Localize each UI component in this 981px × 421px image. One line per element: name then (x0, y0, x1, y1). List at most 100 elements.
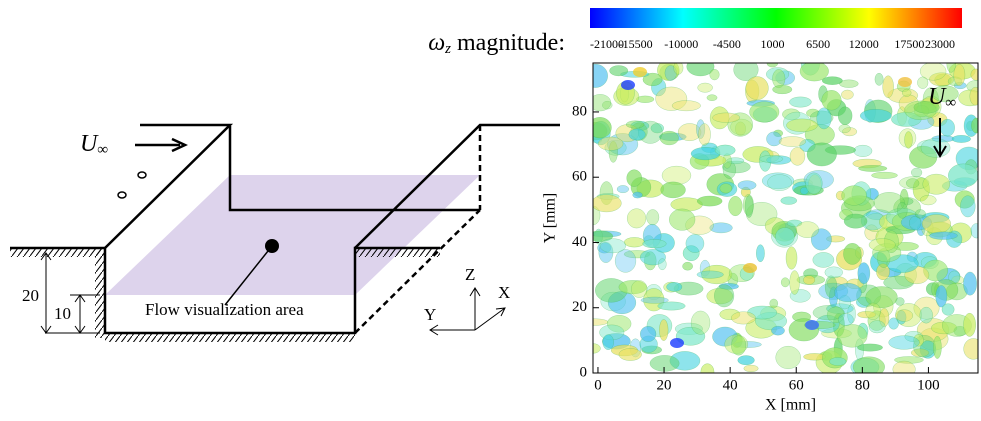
contour-blob (733, 63, 759, 81)
contour-blob (933, 335, 942, 359)
contour-blob (919, 195, 937, 206)
contour-blob (618, 348, 642, 361)
contour-blob (841, 89, 854, 100)
contour-blob (700, 363, 715, 373)
contour-blob (816, 107, 832, 130)
contour-blob (895, 309, 914, 322)
contour-blob (805, 320, 819, 330)
contour-blob (686, 63, 715, 77)
contour-blob (882, 75, 894, 98)
contour-blob (607, 133, 639, 156)
contour-blob (640, 326, 657, 342)
y-tick-label: 0 (580, 364, 588, 380)
contour-blob (646, 209, 660, 226)
contour-blob (811, 228, 832, 251)
y-tick-label: 20 (572, 299, 587, 315)
y-tick-label: 80 (572, 103, 587, 119)
colorbar (590, 8, 962, 28)
symbol: ω (428, 30, 445, 56)
x-axis-label: X [mm] (765, 397, 816, 414)
contour-blob (843, 243, 862, 265)
colorbar-tick-label: 1000 (761, 37, 785, 51)
contour-blob (775, 227, 795, 246)
colorbar-tick-label: -4500 (713, 37, 741, 51)
subscript: ∞ (97, 142, 108, 158)
contour-blob (803, 275, 816, 285)
inlet-velocity: U∞ (80, 131, 108, 159)
contour-blob (874, 72, 884, 86)
contour-blob (888, 317, 899, 330)
x-tick-label: 0 (594, 377, 602, 393)
contour-blob (628, 128, 646, 141)
contour-blob (834, 283, 862, 303)
axis-x: X (498, 283, 510, 302)
contour-blob (812, 305, 845, 321)
contour-blob (701, 264, 733, 285)
contour-blob (853, 144, 873, 157)
bubble (117, 191, 127, 199)
contour-blob (876, 263, 890, 281)
contour-blob (836, 324, 868, 348)
contour-blob (682, 261, 693, 271)
wall-hatch (95, 248, 105, 338)
contour-blob (805, 172, 823, 195)
contour-blob (690, 310, 711, 335)
contour-blob (661, 165, 692, 185)
contour-blob (873, 192, 905, 214)
contour-blob (929, 231, 958, 240)
contour-blob (806, 142, 837, 167)
contour-blob (884, 230, 899, 253)
contour-blob (935, 285, 948, 308)
contour-blob (970, 68, 978, 81)
contour-blob (696, 195, 723, 207)
contour-blob (609, 65, 629, 77)
contour-blob (789, 270, 800, 295)
contour-blob (719, 308, 741, 321)
contour-blob (626, 169, 642, 187)
contour-blob (919, 63, 947, 81)
contour-blob (639, 249, 666, 266)
flow-arrow (933, 118, 947, 158)
colorbar-tick-label: 12000 (849, 37, 879, 51)
contour-blob (649, 355, 680, 372)
depth-outer: 20 (22, 286, 39, 305)
contour-blob (767, 174, 792, 191)
contour-blob (698, 123, 711, 146)
contour-blob (780, 196, 798, 205)
contour-blob (906, 178, 920, 189)
contour-blob (837, 313, 854, 326)
contour-blob (593, 230, 613, 242)
x-tick-label: 80 (855, 377, 870, 393)
contour-blob (772, 84, 793, 95)
contour-blob (888, 335, 920, 350)
contour-blob (842, 127, 858, 137)
contour-blob (766, 155, 792, 165)
contour-blob (871, 171, 898, 179)
contour-blob (731, 311, 756, 325)
contour-blob (599, 238, 626, 254)
channel-outline (10, 246, 440, 335)
contour-blob (709, 222, 733, 234)
contour-blob (593, 94, 612, 112)
contour-blob (865, 302, 881, 320)
plot-frame (592, 62, 979, 374)
contour-blob (946, 63, 956, 73)
contour-blob (795, 221, 819, 238)
contour-blob (660, 181, 686, 199)
contour-blob (728, 196, 743, 217)
axis-z: Z (465, 265, 475, 284)
contour-blob (963, 271, 977, 296)
contour-blob (685, 234, 705, 253)
x-tick-label: 60 (789, 377, 804, 393)
contour-blob (655, 86, 688, 111)
contour-blob (737, 180, 757, 191)
contour-blob (954, 190, 975, 209)
contour-blob (941, 303, 955, 316)
contour-blob (931, 85, 959, 103)
contour-blob (626, 208, 647, 229)
contour-blob (902, 88, 912, 97)
contour-blob (593, 63, 608, 88)
contour-blob (697, 82, 713, 93)
contour-blob (868, 238, 896, 252)
contour-blob (857, 311, 877, 319)
